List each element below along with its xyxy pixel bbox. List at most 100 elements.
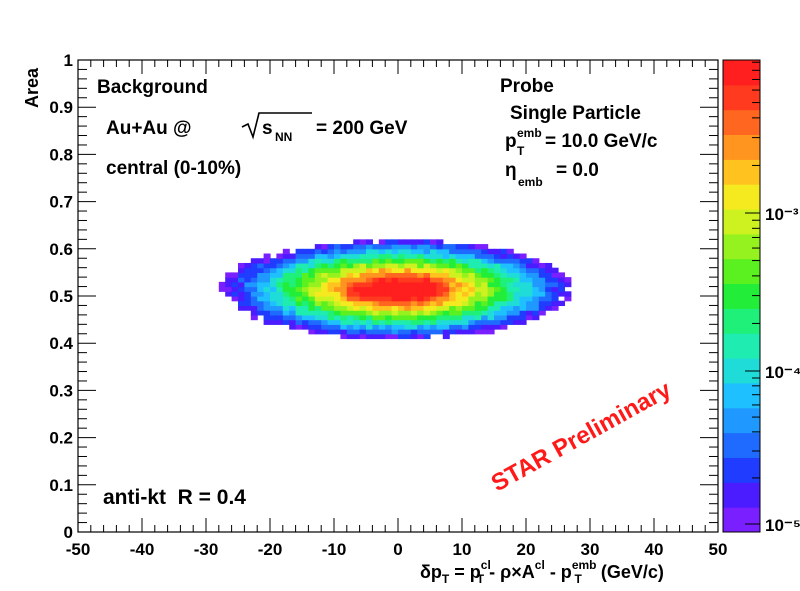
heatmap-cell xyxy=(430,314,437,321)
heatmap-cell xyxy=(334,324,341,330)
heatmap-cell xyxy=(526,291,533,297)
heatmap-cell xyxy=(340,324,348,330)
heatmap-cell xyxy=(334,244,341,250)
heatmap-cell xyxy=(468,281,476,288)
heatmap-cell xyxy=(494,314,501,321)
heatmap-cell xyxy=(270,277,277,283)
heatmap-cell xyxy=(391,319,399,325)
y-tick-label: 0.7 xyxy=(49,193,73,212)
heatmap-cell xyxy=(282,305,290,311)
heatmap-cell xyxy=(462,258,469,264)
heatmap-cell xyxy=(346,286,354,292)
heatmap-cell xyxy=(481,281,489,288)
heatmap-cell xyxy=(314,296,322,302)
heatmap-cell xyxy=(519,319,527,325)
heatmap-cell xyxy=(494,281,501,288)
heatmap-cell xyxy=(353,258,361,264)
heatmap-cell xyxy=(359,300,367,307)
heatmap-cell xyxy=(442,286,450,292)
heatmap-cell xyxy=(282,300,290,307)
heatmap-cell xyxy=(295,248,303,255)
heatmap-cell xyxy=(481,244,489,250)
heatmap-cell xyxy=(276,310,284,316)
heatmap-cell xyxy=(423,333,431,340)
heatmap-cell xyxy=(250,262,258,269)
heatmap-cell xyxy=(500,310,508,316)
heatmap-cell xyxy=(359,286,367,292)
heatmap-cell xyxy=(430,239,437,245)
heatmap-cell xyxy=(295,277,303,283)
heatmap-cell xyxy=(334,319,341,325)
heatmap-cell xyxy=(308,272,316,278)
heatmap-cell xyxy=(404,248,412,255)
heatmap-cell xyxy=(340,248,348,255)
heatmap-cell xyxy=(404,258,412,264)
heatmap-cell xyxy=(506,291,514,297)
heatmap-cell xyxy=(404,329,412,335)
heatmap-cell xyxy=(314,291,322,297)
heatmap-cell xyxy=(276,258,284,264)
heatmap-cell xyxy=(372,277,380,283)
heatmap-cell xyxy=(513,319,521,325)
heatmap-cell xyxy=(500,253,508,259)
heatmap-cell xyxy=(481,277,489,283)
heatmap-cell xyxy=(391,310,399,316)
heatmap-cell xyxy=(321,262,329,269)
heatmap-cell xyxy=(487,267,495,273)
heatmap-cell xyxy=(302,248,309,255)
heatmap-cell xyxy=(276,314,284,321)
heatmap-cell xyxy=(474,314,482,321)
heatmap-cell xyxy=(519,262,527,269)
heatmap-cell xyxy=(366,296,373,302)
heatmap-cell xyxy=(455,244,463,250)
heatmap-cell xyxy=(385,253,393,259)
heatmap-cell xyxy=(314,286,322,292)
heatmap-cell xyxy=(302,305,309,311)
svg-text:NN: NN xyxy=(275,130,292,144)
heatmap-cell xyxy=(378,239,386,245)
heatmap-cell xyxy=(410,253,418,259)
heatmap-cell xyxy=(526,296,533,302)
heatmap-cell xyxy=(442,305,450,311)
heatmap-cell xyxy=(449,314,457,321)
heatmap-cell xyxy=(327,329,335,335)
heatmap-cell xyxy=(538,281,546,288)
heatmap-cell xyxy=(442,300,450,307)
heatmap-cell xyxy=(359,319,367,325)
colorbar-segment xyxy=(723,258,760,285)
heatmap-cell xyxy=(295,286,303,292)
heatmap-cell xyxy=(474,305,482,311)
heatmap-cell xyxy=(385,277,393,283)
heatmap-cell xyxy=(302,262,309,269)
heatmap-cell xyxy=(385,300,393,307)
heatmap-cell xyxy=(532,272,540,278)
heatmap-cell xyxy=(244,300,252,307)
heatmap-cell xyxy=(430,272,437,278)
svg-text:= 0.0: = 0.0 xyxy=(556,160,599,181)
heatmap-cell xyxy=(500,277,508,283)
heatmap-cell xyxy=(474,296,482,302)
heatmap-cell xyxy=(282,281,290,288)
heatmap-cell xyxy=(218,286,226,292)
heatmap-cell xyxy=(302,310,309,316)
colorbar-segment xyxy=(723,482,760,508)
heatmap-cell xyxy=(353,319,361,325)
heatmap-cell xyxy=(436,277,444,283)
heatmap-cell xyxy=(270,286,277,292)
heatmap-cell xyxy=(545,291,553,297)
x-axis-label: δpT = pcl T - ρ×Acl - pemb T (GeV/c) xyxy=(420,558,664,586)
heatmap-cell xyxy=(545,277,553,283)
heatmap-cell xyxy=(276,286,284,292)
heatmap-cell xyxy=(378,300,386,307)
heatmap-cell xyxy=(410,324,418,330)
heatmap-cell xyxy=(366,310,373,316)
heatmap-cell xyxy=(474,319,482,325)
heatmap-cell xyxy=(481,258,489,264)
heatmap-cell xyxy=(346,262,354,269)
y-tick-label: 0.3 xyxy=(49,381,73,400)
heatmap-cell xyxy=(449,267,457,273)
heatmap-cell xyxy=(366,286,373,292)
heatmap-cell xyxy=(295,281,303,288)
heatmap-cell xyxy=(385,314,393,321)
heatmap-cell xyxy=(468,296,476,302)
